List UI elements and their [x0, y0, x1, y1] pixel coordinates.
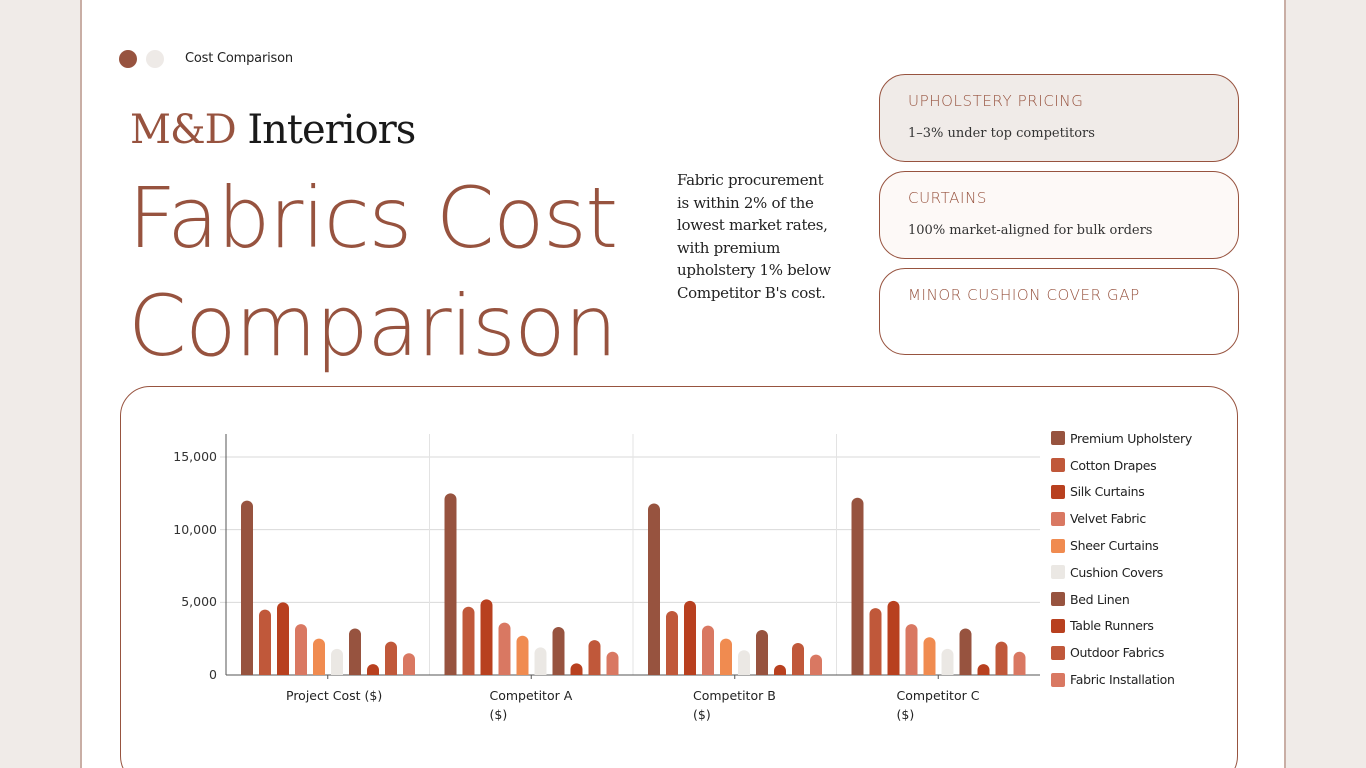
section-label: Cost Comparison	[185, 51, 293, 66]
legend-item[interactable]: Premium Upholstery	[1051, 425, 1192, 452]
brand-initials: M&D	[130, 107, 237, 153]
legend-item[interactable]: Cotton Drapes	[1051, 452, 1192, 479]
legend-item[interactable]: Velvet Fabric	[1051, 505, 1192, 532]
legend-swatch-icon	[1051, 458, 1065, 473]
legend-label: Cushion Covers	[1070, 564, 1164, 580]
card-subtitle: 1–3% under top competitors	[908, 126, 1095, 141]
legend-item[interactable]: Sheer Curtains	[1051, 532, 1192, 559]
legend-item[interactable]: Fabric Installation	[1051, 666, 1192, 693]
legend-label: Bed Linen	[1070, 591, 1130, 607]
title-line-2: Comparison	[128, 277, 617, 375]
chart-legend: Premium Upholstery Cotton Drapes Silk Curt…	[1051, 425, 1192, 693]
x-category-label-line: Project Cost ($)	[286, 688, 383, 703]
legend-item[interactable]: Silk Curtains	[1051, 479, 1192, 506]
y-tick-label: 0	[209, 667, 217, 682]
slide-nav-dots	[119, 50, 164, 68]
legend-item[interactable]: Table Runners	[1051, 613, 1192, 640]
legend-swatch-icon	[1051, 431, 1065, 446]
title-line-1: Fabrics Cost	[128, 169, 618, 267]
legend-swatch-icon	[1051, 645, 1065, 660]
x-category-label-line: ($)	[693, 707, 711, 722]
legend-item[interactable]: Outdoor Fabrics	[1051, 639, 1192, 666]
brand-name: M&D Interiors	[130, 106, 416, 154]
card-cushion-cover-gap: MINOR CUSHION COVER GAP	[879, 268, 1239, 355]
x-category-label: Competitor A ($)	[490, 686, 600, 724]
card-subtitle: 100% market-aligned for bulk orders	[908, 223, 1153, 238]
legend-swatch-icon	[1051, 538, 1065, 553]
legend-swatch-icon	[1051, 565, 1065, 580]
nav-dot-active[interactable]	[119, 50, 137, 68]
x-category-label-line: Competitor A	[489, 688, 573, 703]
card-curtains: CURTAINS 100% market-aligned for bulk or…	[879, 171, 1239, 259]
x-category-label: Project Cost ($)	[286, 686, 396, 705]
x-category-label-line: ($)	[896, 707, 915, 722]
y-tick-label: 10,000	[173, 521, 217, 537]
x-category-label: Competitor B ($)	[693, 686, 803, 724]
x-category-label-line: Competitor C	[896, 688, 980, 703]
legend-label: Sheer Curtains	[1070, 538, 1159, 554]
legend-item[interactable]: Cushion Covers	[1051, 559, 1192, 586]
nav-dot-inactive[interactable]	[146, 50, 164, 68]
card-title: UPHOLSTERY PRICING	[908, 92, 1084, 110]
x-category-label-line: ($)	[489, 707, 508, 722]
brand-word: Interiors	[235, 107, 416, 153]
card-title: CURTAINS	[908, 189, 988, 207]
legend-label: Cotton Drapes	[1070, 457, 1157, 473]
card-upholstery-pricing: UPHOLSTERY PRICING 1–3% under top compet…	[879, 74, 1239, 162]
legend-swatch-icon	[1051, 672, 1065, 687]
page-title: Fabrics Cost Comparison	[128, 164, 648, 380]
legend-swatch-icon	[1051, 592, 1065, 607]
legend-swatch-icon	[1051, 618, 1065, 633]
y-tick-label: 5,000	[181, 594, 217, 610]
summary-text: Fabric procurement is within 2% of the l…	[677, 171, 831, 302]
legend-label: Velvet Fabric	[1070, 511, 1146, 527]
legend-label: Fabric Installation	[1070, 672, 1175, 688]
y-tick-label: 15,000	[173, 449, 217, 464]
legend-swatch-icon	[1051, 511, 1065, 526]
card-title: MINOR CUSHION COVER GAP	[908, 286, 1140, 304]
x-category-label-line: Competitor B	[693, 688, 776, 703]
legend-label: Table Runners	[1070, 618, 1154, 634]
legend-label: Silk Curtains	[1070, 484, 1145, 500]
legend-item[interactable]: Bed Linen	[1051, 586, 1192, 613]
legend-label: Outdoor Fabrics	[1070, 645, 1165, 661]
legend-swatch-icon	[1051, 484, 1065, 499]
legend-label: Premium Upholstery	[1070, 430, 1192, 446]
x-category-label: Competitor C ($)	[897, 686, 1007, 724]
